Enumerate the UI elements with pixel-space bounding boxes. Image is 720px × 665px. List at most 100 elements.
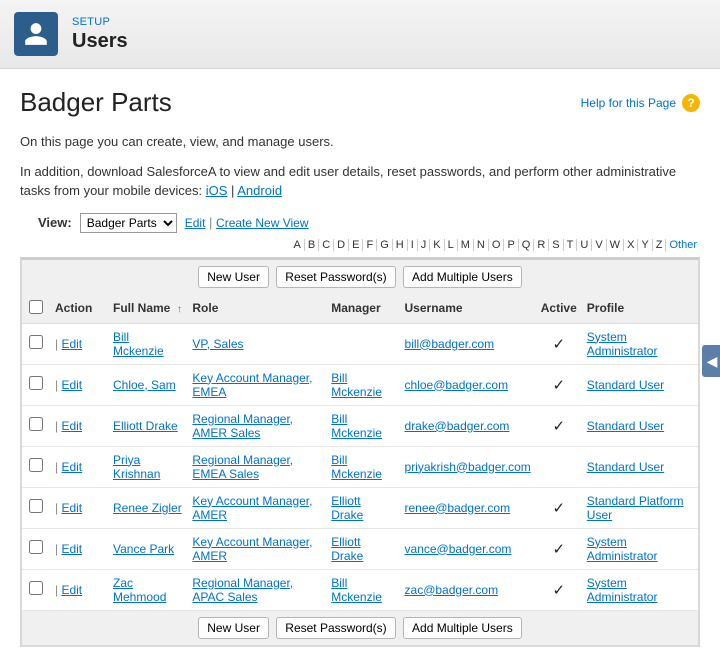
new-user-button[interactable]: New User — [198, 266, 269, 288]
top-button-row: New User Reset Password(s) Add Multiple … — [22, 260, 698, 294]
row-checkbox[interactable] — [29, 540, 43, 554]
edit-link[interactable]: Edit — [61, 542, 82, 556]
profile-link[interactable]: Standard User — [587, 419, 664, 433]
name-link[interactable]: Priya Krishnan — [113, 453, 160, 481]
username-link[interactable]: vance@badger.com — [405, 542, 512, 556]
role-link[interactable]: Regional Manager, APAC Sales — [192, 576, 293, 604]
role-link[interactable]: Key Account Manager, EMEA — [192, 371, 312, 399]
add-multiple-button[interactable]: Add Multiple Users — [403, 617, 522, 639]
edit-view-link[interactable]: Edit — [185, 216, 206, 230]
row-checkbox[interactable] — [29, 376, 43, 390]
role-link[interactable]: VP, Sales — [192, 337, 243, 351]
role-link[interactable]: Key Account Manager, AMER — [192, 494, 312, 522]
name-link[interactable]: Elliott Drake — [113, 419, 178, 433]
alpha-Y[interactable]: Y — [637, 239, 651, 251]
table-row: | EditElliott DrakeRegional Manager, AME… — [22, 405, 698, 446]
role-link[interactable]: Regional Manager, EMEA Sales — [192, 453, 293, 481]
row-checkbox[interactable] — [29, 581, 43, 595]
profile-link[interactable]: Standard Platform User — [587, 494, 684, 522]
edit-link[interactable]: Edit — [61, 337, 82, 351]
alpha-R[interactable]: R — [533, 239, 548, 251]
alpha-I[interactable]: I — [407, 239, 417, 251]
alpha-W[interactable]: W — [606, 239, 623, 251]
col-active[interactable]: Active — [536, 294, 582, 324]
alpha-O[interactable]: O — [488, 239, 504, 251]
reset-password-button[interactable]: Reset Password(s) — [276, 266, 395, 288]
alpha-Q[interactable]: Q — [518, 239, 534, 251]
username-link[interactable]: priyakrish@badger.com — [405, 460, 531, 474]
side-tab[interactable]: ◀ — [702, 345, 720, 377]
select-all-checkbox[interactable] — [29, 300, 43, 314]
alpha-M[interactable]: M — [457, 239, 473, 251]
alpha-U[interactable]: U — [576, 239, 591, 251]
col-manager[interactable]: Manager — [326, 294, 399, 324]
row-checkbox[interactable] — [29, 458, 43, 472]
profile-link[interactable]: Standard User — [587, 378, 664, 392]
name-link[interactable]: Renee Zigler — [113, 501, 182, 515]
role-link[interactable]: Regional Manager, AMER Sales — [192, 412, 293, 440]
alpha-G[interactable]: G — [376, 239, 392, 251]
check-icon: ✓ — [552, 541, 565, 558]
alpha-J[interactable]: J — [417, 239, 430, 251]
alpha-F[interactable]: F — [362, 239, 376, 251]
alpha-N[interactable]: N — [473, 239, 488, 251]
manager-link[interactable]: Bill Mckenzie — [331, 412, 382, 440]
username-link[interactable]: chloe@badger.com — [405, 378, 509, 392]
alpha-A[interactable]: A — [291, 239, 304, 251]
name-link[interactable]: Bill Mckenzie — [113, 330, 164, 358]
alpha-S[interactable]: S — [548, 239, 562, 251]
role-link[interactable]: Key Account Manager, AMER — [192, 535, 312, 563]
edit-link[interactable]: Edit — [61, 501, 82, 515]
username-link[interactable]: bill@badger.com — [405, 337, 495, 351]
create-view-link[interactable]: Create New View — [216, 216, 308, 230]
alpha-P[interactable]: P — [503, 239, 517, 251]
row-checkbox[interactable] — [29, 417, 43, 431]
profile-link[interactable]: Standard User — [587, 460, 664, 474]
alpha-other[interactable]: Other — [665, 239, 700, 251]
col-profile[interactable]: Profile — [582, 294, 698, 324]
alpha-T[interactable]: T — [563, 239, 577, 251]
name-link[interactable]: Chloe, Sam — [113, 378, 176, 392]
col-role[interactable]: Role — [187, 294, 326, 324]
alpha-C[interactable]: C — [318, 239, 333, 251]
alpha-V[interactable]: V — [591, 239, 605, 251]
manager-link[interactable]: Bill Mckenzie — [331, 453, 382, 481]
alpha-D[interactable]: D — [333, 239, 348, 251]
profile-link[interactable]: System Administrator — [587, 330, 658, 358]
view-select[interactable]: Badger Parts — [80, 213, 177, 233]
alpha-K[interactable]: K — [429, 239, 443, 251]
android-link[interactable]: Android — [237, 183, 282, 198]
row-checkbox[interactable] — [29, 499, 43, 513]
alpha-H[interactable]: H — [392, 239, 407, 251]
name-link[interactable]: Zac Mehmood — [113, 576, 166, 604]
username-link[interactable]: renee@badger.com — [405, 501, 511, 515]
check-icon: ✓ — [552, 377, 565, 394]
col-username[interactable]: Username — [400, 294, 536, 324]
alpha-Z[interactable]: Z — [652, 239, 666, 251]
help-link[interactable]: Help for this Page ? — [581, 94, 700, 112]
alpha-X[interactable]: X — [623, 239, 637, 251]
edit-link[interactable]: Edit — [61, 378, 82, 392]
manager-link[interactable]: Bill Mckenzie — [331, 371, 382, 399]
username-link[interactable]: drake@badger.com — [405, 419, 510, 433]
row-checkbox[interactable] — [29, 335, 43, 349]
ios-link[interactable]: iOS — [206, 183, 228, 198]
alpha-B[interactable]: B — [304, 239, 318, 251]
edit-link[interactable]: Edit — [61, 583, 82, 597]
add-multiple-button[interactable]: Add Multiple Users — [403, 266, 522, 288]
name-link[interactable]: Vance Park — [113, 542, 174, 556]
manager-link[interactable]: Elliott Drake — [331, 535, 363, 563]
profile-link[interactable]: System Administrator — [587, 535, 658, 563]
profile-link[interactable]: System Administrator — [587, 576, 658, 604]
manager-link[interactable]: Elliott Drake — [331, 494, 363, 522]
check-icon: ✓ — [552, 418, 565, 435]
alpha-E[interactable]: E — [348, 239, 362, 251]
col-full-name[interactable]: Full Name ↑ — [108, 294, 187, 324]
manager-link[interactable]: Bill Mckenzie — [331, 576, 382, 604]
alpha-L[interactable]: L — [444, 239, 457, 251]
new-user-button[interactable]: New User — [198, 617, 269, 639]
username-link[interactable]: zac@badger.com — [405, 583, 499, 597]
edit-link[interactable]: Edit — [61, 460, 82, 474]
edit-link[interactable]: Edit — [61, 419, 82, 433]
reset-password-button[interactable]: Reset Password(s) — [276, 617, 395, 639]
